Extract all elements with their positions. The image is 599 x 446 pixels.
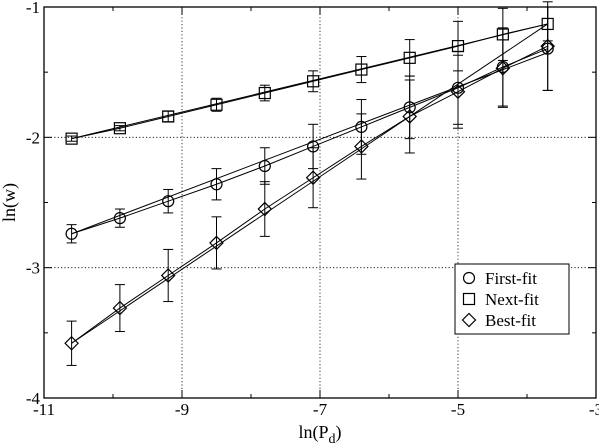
first-fit-point	[355, 120, 368, 134]
best-fit-segment	[409, 91, 459, 117]
best-fit-segment	[167, 242, 217, 276]
next-fit-point	[113, 122, 127, 135]
best-fit-segment	[502, 45, 548, 69]
next-fit-point	[403, 51, 416, 64]
x-tick-label: -9	[175, 400, 189, 419]
next-fit-point	[162, 110, 175, 123]
legend-marker-next-fit	[462, 292, 476, 306]
fit-lines	[71, 23, 548, 344]
legend-label-first-fit: First-fit	[485, 269, 537, 288]
error-bars	[66, 1, 553, 366]
y-tick-label: -4	[26, 389, 41, 408]
first-fit-segment	[264, 145, 314, 167]
first-fit-segment	[71, 217, 121, 235]
best-fit-point	[305, 170, 321, 186]
best-fit-point	[354, 139, 369, 154]
y-tick-label: -3	[26, 259, 40, 278]
x-axis-title: ln(Pd)	[298, 422, 341, 446]
first-fit-point	[65, 227, 78, 240]
axis-ticks	[43, 6, 597, 399]
next-fit-segment	[119, 115, 169, 129]
best-fit-segment	[457, 67, 504, 93]
first-fit-segment	[457, 66, 504, 89]
best-fit-segment	[264, 177, 314, 210]
first-fit-point	[113, 212, 127, 225]
best-fit-segment	[71, 307, 121, 344]
best-fit-point	[112, 300, 128, 316]
y-axis-title: ln(w)	[0, 183, 20, 222]
best-fit-point	[160, 268, 176, 283]
best-fit-point	[540, 38, 556, 54]
next-fit-point	[258, 86, 271, 100]
best-fit-point	[64, 335, 79, 351]
next-fit-segment	[264, 80, 314, 94]
legend-marker-first-fit	[462, 271, 476, 285]
x-tick-label: -5	[451, 400, 465, 419]
best-fit-segment	[119, 275, 169, 309]
legend-label-best-fit: Best-fit	[485, 311, 536, 330]
next-fit-point	[307, 75, 320, 88]
best-fit-point	[402, 109, 418, 124]
y-tick-label: -1	[26, 0, 40, 17]
best-fit-point	[257, 201, 273, 217]
next-fit-segment	[457, 33, 503, 47]
next-fit-segment	[216, 92, 265, 106]
y-tick-label: -2	[26, 128, 40, 147]
first-fit-segment	[216, 165, 265, 185]
next-fit-segment	[502, 23, 548, 35]
first-fit-segment	[312, 126, 362, 147]
legend-label-next-fit: Next-fit	[485, 290, 539, 309]
next-fit-point	[451, 39, 465, 53]
best-fit-fit-line	[71, 23, 548, 344]
first-fit-point	[258, 159, 271, 173]
next-fit-segment	[168, 104, 217, 117]
best-fit-point	[450, 84, 466, 100]
next-fit-segment	[312, 69, 362, 82]
first-fit-segment	[119, 200, 169, 219]
next-fit-point	[355, 63, 368, 76]
next-fit-point	[65, 132, 78, 145]
first-fit-point	[403, 101, 416, 114]
first-fit-point	[210, 178, 223, 191]
first-fit-segment	[361, 106, 410, 128]
legend: First-fit Next-fit Best-fit	[454, 263, 570, 335]
best-fit-segment	[361, 116, 410, 147]
data-markers	[64, 17, 556, 351]
best-fit-segment	[312, 146, 362, 179]
next-fit-point	[541, 17, 554, 31]
best-fit-point	[495, 60, 511, 76]
first-fit-point	[541, 42, 554, 55]
next-fit-segment	[409, 45, 459, 59]
legend-marker-best-fit	[461, 312, 477, 328]
x-tick-label: -11	[33, 400, 55, 419]
next-fit-segment	[71, 127, 121, 140]
tick-labels: -11 -9 -7 -5 -3 -4 -3 -2 -1	[26, 0, 599, 419]
x-tick-label: -3	[589, 400, 599, 419]
first-fit-point	[451, 81, 465, 94]
first-fit-point	[162, 195, 175, 208]
best-fit-point	[209, 235, 224, 251]
legend-items: First-fit Next-fit Best-fit	[461, 269, 539, 330]
first-fit-segment	[409, 87, 459, 108]
first-fit-segment	[168, 183, 217, 202]
next-fit-segment	[361, 57, 410, 71]
next-fit-point	[496, 28, 509, 41]
x-tick-label: -7	[313, 400, 328, 419]
best-fit-segment	[216, 208, 266, 244]
first-fit-point	[307, 140, 320, 153]
next-fit-point	[210, 98, 223, 111]
first-fit-segment	[502, 48, 548, 68]
